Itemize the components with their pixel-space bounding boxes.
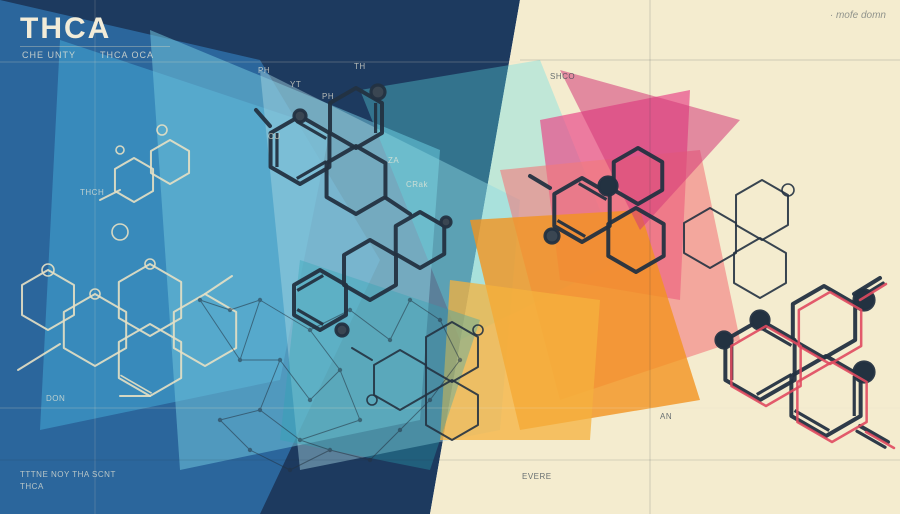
subtitle-right: THCA OCA xyxy=(100,50,154,60)
annotation: CRak xyxy=(406,180,428,189)
figure-canvas: THCA CHE UNTY THCA OCA TTTNE NOY THA SCN… xyxy=(0,0,900,514)
west-cluster xyxy=(18,224,236,396)
center-dark-1 xyxy=(256,85,410,214)
annotation: THCH xyxy=(80,188,104,197)
east-main xyxy=(716,278,888,447)
annotation: AN xyxy=(660,412,672,421)
annotation: TH xyxy=(354,62,366,71)
annotation: SHCO xyxy=(550,72,575,81)
annotation: YT xyxy=(290,80,301,89)
annotation: CU xyxy=(268,132,281,141)
pink-zone xyxy=(530,148,664,272)
watermark: · mofe domn xyxy=(830,10,886,21)
subtitle-left: CHE UNTY xyxy=(22,50,76,60)
annotation: EVERE xyxy=(522,472,552,481)
footer-line-1: TTTNE NOY THA SCNT xyxy=(20,470,116,479)
annotation: PH xyxy=(322,92,334,101)
annotation: ZA xyxy=(388,156,399,165)
main-title: THCA xyxy=(20,12,111,46)
molecule-layer xyxy=(0,0,900,514)
center-dark-3 xyxy=(352,322,483,440)
footer-line-2: THCA xyxy=(20,482,44,491)
nw-small xyxy=(100,125,189,202)
title-underline xyxy=(20,46,170,47)
east-upper xyxy=(684,180,794,298)
annotation: DON xyxy=(46,394,65,403)
center-dark-2 xyxy=(294,212,451,336)
annotation: PH xyxy=(258,66,270,75)
